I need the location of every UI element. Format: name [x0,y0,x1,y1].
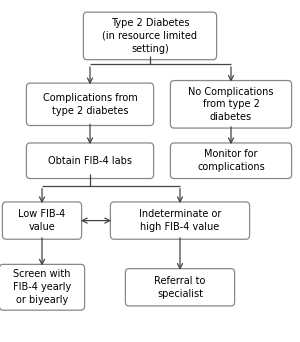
FancyBboxPatch shape [125,269,235,306]
FancyBboxPatch shape [0,264,85,310]
FancyBboxPatch shape [26,83,154,126]
FancyBboxPatch shape [83,12,217,60]
Text: Low FIB-4
value: Low FIB-4 value [18,209,66,232]
Text: Complications from
type 2 diabetes: Complications from type 2 diabetes [43,93,137,116]
Text: No Complications
from type 2
diabetes: No Complications from type 2 diabetes [188,87,274,122]
FancyBboxPatch shape [26,143,154,179]
Text: Referral to
specialist: Referral to specialist [154,276,206,299]
FancyBboxPatch shape [170,81,292,128]
Text: Monitor for
complications: Monitor for complications [197,149,265,172]
Text: Type 2 Diabetes
(in resource limited
setting): Type 2 Diabetes (in resource limited set… [103,18,197,54]
Text: Indeterminate or
high FIB-4 value: Indeterminate or high FIB-4 value [139,209,221,232]
FancyBboxPatch shape [110,202,250,239]
Text: Screen with
FIB-4 yearly
or biyearly: Screen with FIB-4 yearly or biyearly [13,269,71,305]
FancyBboxPatch shape [2,202,82,239]
Text: Obtain FIB-4 labs: Obtain FIB-4 labs [48,156,132,166]
FancyBboxPatch shape [170,143,292,179]
